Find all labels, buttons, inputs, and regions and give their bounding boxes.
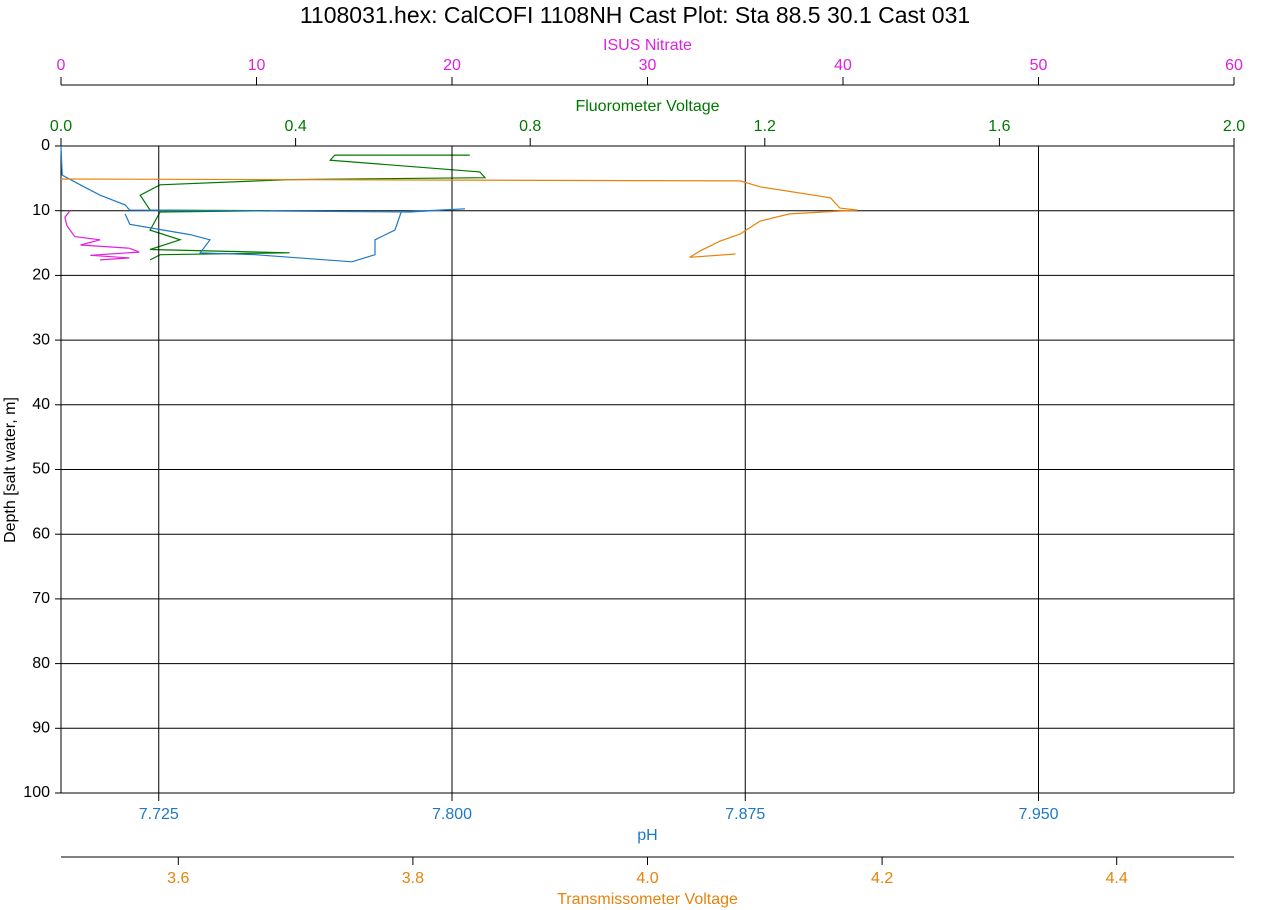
profile-line	[139, 154, 487, 261]
x-tick-label: 60	[1225, 57, 1243, 74]
x-tick-label: 40	[834, 57, 852, 74]
x-tick-label: 3.6	[167, 870, 189, 887]
x-tick-label: 2.0	[1223, 118, 1245, 135]
profile-line	[60, 178, 858, 258]
x-tick-label: 10	[248, 57, 266, 74]
x-tick-label: 0.8	[519, 118, 541, 135]
chart-title: 1108031.hex: CalCOFI 1108NH Cast Plot: S…	[300, 2, 970, 28]
profile-line	[60, 145, 465, 263]
y-tick-label: 50	[32, 461, 50, 478]
x-tick-label: 7.950	[1018, 806, 1058, 823]
x-tick-label: 7.875	[725, 806, 765, 823]
x-axis-title: Fluorometer Voltage	[575, 98, 719, 115]
y-tick-label: 0	[41, 137, 50, 154]
x-tick-label: 7.725	[139, 806, 179, 823]
y-tick-label: 60	[32, 525, 50, 542]
x-axis-title: pH	[637, 827, 657, 844]
y-axis-title: Depth [salt water, m]	[2, 397, 19, 543]
x-tick-label: 20	[443, 57, 461, 74]
y-tick-label: 20	[32, 267, 50, 284]
x-tick-label: 50	[1030, 57, 1048, 74]
y-tick-label: 30	[32, 331, 50, 348]
x-axis-title: Transmissometer Voltage	[557, 891, 738, 908]
x-tick-label: 0.0	[50, 118, 72, 135]
x-tick-label: 7.800	[432, 806, 472, 823]
x-tick-label: 0.4	[284, 118, 306, 135]
x-tick-label: 4.2	[871, 870, 893, 887]
profile-line	[64, 210, 140, 261]
y-tick-label: 10	[32, 202, 50, 219]
x-axis-title: ISUS Nitrate	[603, 37, 692, 54]
x-tick-label: 30	[639, 57, 657, 74]
x-tick-label: 4.0	[636, 870, 658, 887]
x-tick-label: 1.2	[754, 118, 776, 135]
y-tick-label: 80	[32, 655, 50, 672]
y-tick-label: 90	[32, 720, 50, 737]
x-tick-label: 1.6	[988, 118, 1010, 135]
x-tick-label: 0	[57, 57, 66, 74]
y-tick-label: 100	[23, 784, 50, 801]
y-tick-label: 40	[32, 396, 50, 413]
x-tick-label: 3.8	[402, 870, 424, 887]
y-tick-label: 70	[32, 590, 50, 607]
x-tick-label: 4.4	[1106, 870, 1128, 887]
